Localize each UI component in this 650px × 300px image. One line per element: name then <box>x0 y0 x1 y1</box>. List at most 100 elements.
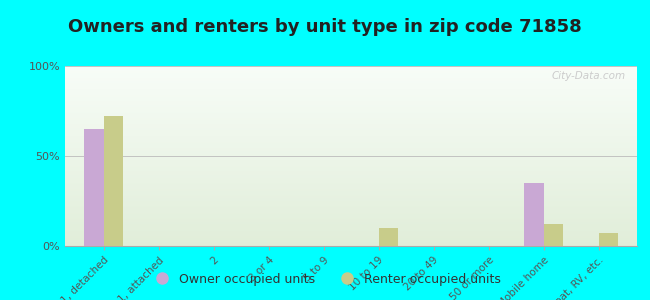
Bar <box>65 218 637 219</box>
Bar <box>65 205 637 206</box>
Bar <box>65 213 637 214</box>
Bar <box>65 168 637 169</box>
Bar <box>65 90 637 91</box>
Bar <box>65 87 637 88</box>
Bar <box>65 228 637 229</box>
Bar <box>65 114 637 115</box>
Bar <box>65 231 637 232</box>
Bar <box>65 175 637 176</box>
Bar <box>65 222 637 223</box>
Bar <box>65 181 637 182</box>
Bar <box>525 183 543 246</box>
Bar <box>103 116 123 246</box>
Bar <box>65 94 637 95</box>
Bar <box>65 116 637 117</box>
Bar <box>65 210 637 211</box>
Bar <box>65 113 637 114</box>
Bar <box>65 190 637 191</box>
Bar <box>65 78 637 79</box>
Bar <box>65 104 637 105</box>
Bar <box>65 204 637 205</box>
Bar <box>65 176 637 177</box>
Bar <box>65 141 637 142</box>
Bar <box>65 224 637 225</box>
Bar <box>65 177 637 178</box>
Bar <box>65 108 637 109</box>
Bar <box>65 162 637 163</box>
Bar <box>65 140 637 141</box>
Bar <box>65 160 637 161</box>
Text: Owners and renters by unit type in zip code 71858: Owners and renters by unit type in zip c… <box>68 18 582 36</box>
Bar <box>65 95 637 96</box>
Bar <box>65 179 637 180</box>
Bar <box>65 71 637 72</box>
Bar <box>65 91 637 92</box>
Bar <box>65 112 637 113</box>
Bar <box>65 233 637 234</box>
Bar <box>65 198 637 199</box>
Bar <box>65 83 637 84</box>
Text: City-Data.com: City-Data.com <box>551 71 625 81</box>
Bar <box>65 98 637 99</box>
Bar <box>65 219 637 220</box>
Bar <box>65 137 637 138</box>
Bar <box>65 152 637 153</box>
Bar <box>65 172 637 173</box>
Bar <box>543 224 563 246</box>
Bar <box>65 193 637 194</box>
Bar <box>65 75 637 76</box>
Bar <box>65 127 637 128</box>
Bar <box>65 244 637 245</box>
Bar <box>65 72 637 73</box>
Bar <box>65 243 637 244</box>
Bar <box>65 220 637 221</box>
Bar <box>65 142 637 143</box>
Bar <box>65 79 637 80</box>
Bar <box>65 203 637 204</box>
Bar <box>65 96 637 97</box>
Bar <box>65 82 637 83</box>
Bar <box>65 125 637 126</box>
Bar <box>65 208 637 209</box>
Bar <box>599 233 617 246</box>
Bar <box>65 134 637 135</box>
Bar <box>65 126 637 127</box>
Bar <box>65 138 637 139</box>
Bar <box>65 118 637 119</box>
Bar <box>65 195 637 196</box>
Bar <box>65 121 637 122</box>
Bar <box>65 111 637 112</box>
Bar <box>65 200 637 201</box>
Bar <box>65 115 637 116</box>
Bar <box>65 88 637 89</box>
Bar <box>65 119 637 120</box>
Bar <box>65 234 637 235</box>
Bar <box>65 69 637 70</box>
Bar <box>65 144 637 145</box>
Bar <box>65 103 637 104</box>
Bar <box>65 194 637 195</box>
Bar <box>65 107 637 108</box>
Bar <box>65 206 637 207</box>
Bar <box>65 225 637 226</box>
Bar <box>65 150 637 151</box>
Bar <box>65 212 637 213</box>
Bar <box>65 117 637 118</box>
Bar <box>65 230 637 231</box>
Bar <box>65 155 637 156</box>
Bar <box>65 85 637 86</box>
Bar <box>65 101 637 102</box>
Bar <box>65 105 637 106</box>
Bar <box>65 149 637 150</box>
Bar <box>65 128 637 129</box>
Bar <box>65 240 637 241</box>
Bar <box>65 229 637 230</box>
Bar <box>65 235 637 236</box>
Bar <box>65 123 637 124</box>
Bar <box>65 148 637 149</box>
Bar <box>65 76 637 77</box>
Bar <box>65 238 637 239</box>
Bar <box>65 92 637 93</box>
Bar <box>65 232 637 233</box>
Bar <box>65 89 637 90</box>
